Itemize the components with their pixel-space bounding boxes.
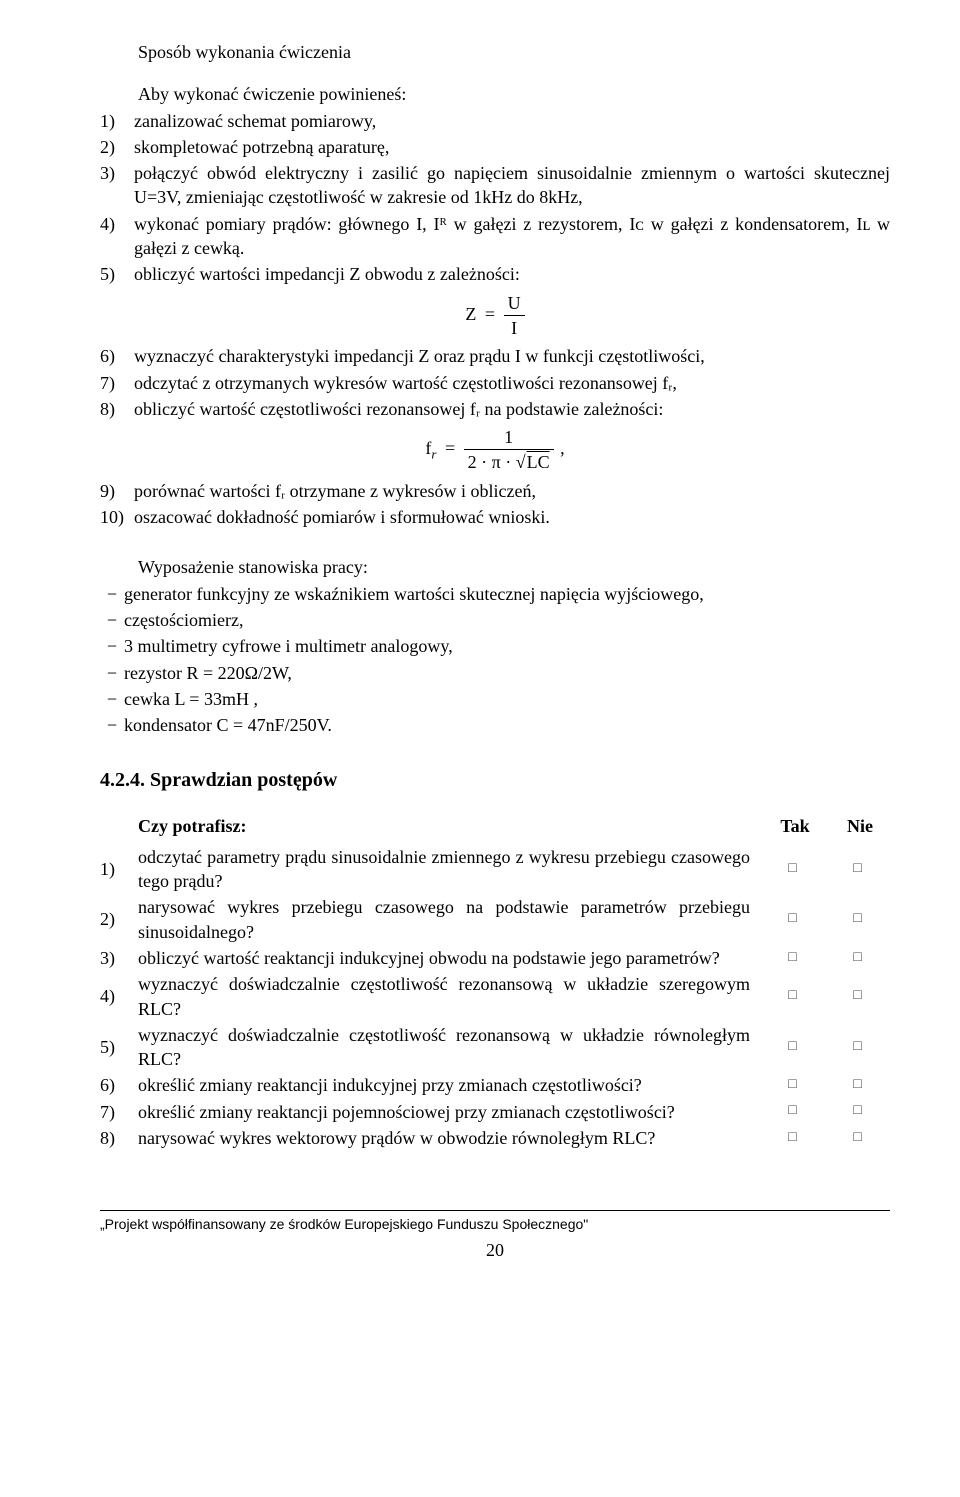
quiz-header: Czy potrafisz: Tak Nie xyxy=(100,814,890,838)
list-text: wykonać pomiary prądów: głównego I, Iᴿ w… xyxy=(134,212,890,261)
formula-impedance: Z = U I xyxy=(100,291,890,341)
page-number: 20 xyxy=(100,1238,890,1262)
quiz-question: odczytać parametry prądu sinusoidalnie z… xyxy=(138,845,760,894)
quiz-item: 3)obliczyć wartość reaktancji indukcyjne… xyxy=(100,946,890,970)
checkbox-no[interactable]: □ xyxy=(825,1076,890,1095)
quiz-question: określić zmiany reaktancji pojemnościowe… xyxy=(138,1100,760,1124)
dash-icon: − xyxy=(100,713,124,737)
quiz-number: 2) xyxy=(100,907,138,931)
list-number: 9) xyxy=(100,479,134,503)
checkbox-no[interactable]: □ xyxy=(825,1038,890,1057)
list-text: obliczyć wartości impedancji Z obwodu z … xyxy=(134,262,890,286)
list-number: 2) xyxy=(100,135,134,159)
list-text: połączyć obwód elektryczny i zasilić go … xyxy=(134,161,890,210)
checkbox-no[interactable]: □ xyxy=(825,860,890,879)
list-number: 4) xyxy=(100,212,134,261)
dash-icon: − xyxy=(100,661,124,685)
list-text: wyznaczyć charakterystyki impedancji Z o… xyxy=(134,344,890,368)
equipment-text: kondensator C = 47nF/250V. xyxy=(124,713,890,737)
list-number: 10) xyxy=(100,505,134,529)
list-item: 2)skompletować potrzebną aparaturę, xyxy=(100,135,890,159)
checkbox-no[interactable]: □ xyxy=(825,949,890,968)
quiz-item: 4)wyznaczyć doświadczalnie częstotliwość… xyxy=(100,972,890,1021)
checkbox-yes[interactable]: □ xyxy=(760,949,825,968)
quiz-number: 3) xyxy=(100,946,138,970)
list-item: 3)połączyć obwód elektryczny i zasilić g… xyxy=(100,161,890,210)
checkbox-no[interactable]: □ xyxy=(825,1102,890,1121)
quiz-item: 8)narysować wykres wektorowy prądów w ob… xyxy=(100,1126,890,1150)
quiz-number: 7) xyxy=(100,1100,138,1124)
checkbox-yes[interactable]: □ xyxy=(760,860,825,879)
quiz-number: 1) xyxy=(100,857,138,881)
formula-resonance: fr = 1 2 · π · √LC , xyxy=(100,425,890,475)
list-number: 8) xyxy=(100,397,134,421)
quiz-question: określić zmiany reaktancji indukcyjnej p… xyxy=(138,1073,760,1097)
list-text: zanalizować schemat pomiarowy, xyxy=(134,109,890,133)
list-number: 7) xyxy=(100,371,134,395)
equipment-text: rezystor R = 220Ω/2W, xyxy=(124,661,890,685)
equipment-item: −cewka L = 33mH , xyxy=(100,687,890,711)
quiz-item: 6)określić zmiany reaktancji indukcyjnej… xyxy=(100,1073,890,1097)
list-item: 4)wykonać pomiary prądów: głównego I, Iᴿ… xyxy=(100,212,890,261)
quiz-question: wyznaczyć doświadczalnie częstotliwość r… xyxy=(138,972,760,1021)
checkbox-yes[interactable]: □ xyxy=(760,910,825,929)
quiz-question: obliczyć wartość reaktancji indukcyjnej … xyxy=(138,946,760,970)
checkbox-yes[interactable]: □ xyxy=(760,1076,825,1095)
checkbox-yes[interactable]: □ xyxy=(760,987,825,1006)
quiz-question: narysować wykres przebiegu czasowego na … xyxy=(138,895,760,944)
equipment-text: cewka L = 33mH , xyxy=(124,687,890,711)
quiz-number: 5) xyxy=(100,1035,138,1059)
checkbox-yes[interactable]: □ xyxy=(760,1038,825,1057)
list-item: 7)odczytać z otrzymanych wykresów wartoś… xyxy=(100,371,890,395)
checkbox-no[interactable]: □ xyxy=(825,1129,890,1148)
list-number: 6) xyxy=(100,344,134,368)
dash-icon: − xyxy=(100,582,124,606)
list-item: 5)obliczyć wartości impedancji Z obwodu … xyxy=(100,262,890,286)
quiz-item: 7)określić zmiany reaktancji pojemnościo… xyxy=(100,1100,890,1124)
dash-icon: − xyxy=(100,608,124,632)
list-text: porównać wartości fᵣ otrzymane z wykresó… xyxy=(134,479,890,503)
quiz-question: wyznaczyć doświadczalnie częstotliwość r… xyxy=(138,1023,760,1072)
checkbox-no[interactable]: □ xyxy=(825,910,890,929)
dash-icon: − xyxy=(100,634,124,658)
intro-text: Aby wykonać ćwiczenie powinieneś: xyxy=(138,82,890,106)
checkbox-no[interactable]: □ xyxy=(825,987,890,1006)
list-text: oszacować dokładność pomiarów i sformuło… xyxy=(134,505,890,529)
equipment-item: −kondensator C = 47nF/250V. xyxy=(100,713,890,737)
equipment-item: −3 multimetry cyfrowe i multimetr analog… xyxy=(100,634,890,658)
equipment-text: generator funkcyjny ze wskaźnikiem warto… xyxy=(124,582,890,606)
list-text: obliczyć wartość częstotliwości rezonans… xyxy=(134,397,890,421)
list-text: odczytać z otrzymanych wykresów wartość … xyxy=(134,371,890,395)
equipment-item: −rezystor R = 220Ω/2W, xyxy=(100,661,890,685)
quiz-number: 6) xyxy=(100,1073,138,1097)
checkbox-yes[interactable]: □ xyxy=(760,1129,825,1148)
checkbox-yes[interactable]: □ xyxy=(760,1102,825,1121)
list-item: 9)porównać wartości fᵣ otrzymane z wykre… xyxy=(100,479,890,503)
equipment-title: Wyposażenie stanowiska pracy: xyxy=(100,555,890,579)
list-text: skompletować potrzebną aparaturę, xyxy=(134,135,890,159)
list-number: 5) xyxy=(100,262,134,286)
equipment-text: częstościomierz, xyxy=(124,608,890,632)
quiz-item: 5)wyznaczyć doświadczalnie częstotliwość… xyxy=(100,1023,890,1072)
quiz-question: narysować wykres wektorowy prądów w obwo… xyxy=(138,1126,760,1150)
equipment-item: −częstościomierz, xyxy=(100,608,890,632)
list-item: 8)obliczyć wartość częstotliwości rezona… xyxy=(100,397,890,421)
quiz-item: 1)odczytać parametry prądu sinusoidalnie… xyxy=(100,845,890,894)
list-number: 1) xyxy=(100,109,134,133)
dash-icon: − xyxy=(100,687,124,711)
section-title: Sposób wykonania ćwiczenia xyxy=(138,40,890,64)
quiz-number: 4) xyxy=(100,984,138,1008)
footer-text: „Projekt współfinansowany ze środków Eur… xyxy=(100,1210,890,1234)
equipment-text: 3 multimetry cyfrowe i multimetr analogo… xyxy=(124,634,890,658)
list-item: 10)oszacować dokładność pomiarów i sform… xyxy=(100,505,890,529)
list-number: 3) xyxy=(100,161,134,210)
quiz-number: 8) xyxy=(100,1126,138,1150)
subsection-heading: 4.2.4. Sprawdzian postępów xyxy=(100,767,890,794)
quiz-item: 2)narysować wykres przebiegu czasowego n… xyxy=(100,895,890,944)
equipment-item: −generator funkcyjny ze wskaźnikiem wart… xyxy=(100,582,890,606)
list-item: 1)zanalizować schemat pomiarowy, xyxy=(100,109,890,133)
list-item: 6)wyznaczyć charakterystyki impedancji Z… xyxy=(100,344,890,368)
